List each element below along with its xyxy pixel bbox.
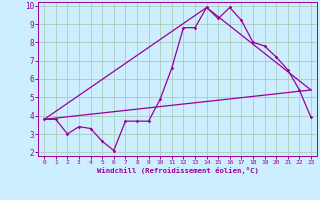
X-axis label: Windchill (Refroidissement éolien,°C): Windchill (Refroidissement éolien,°C)	[97, 167, 259, 174]
